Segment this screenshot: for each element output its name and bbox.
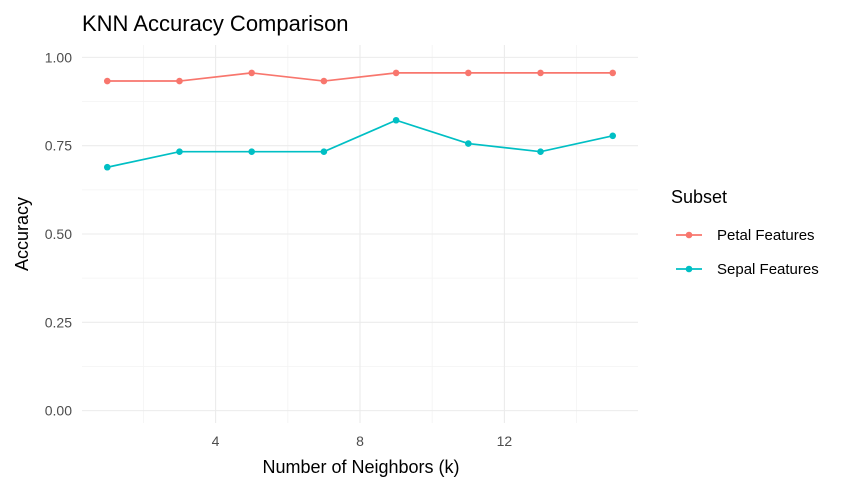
series-0 xyxy=(103,69,617,85)
legend-key-point xyxy=(685,231,693,239)
data-point xyxy=(103,163,111,171)
data-point xyxy=(320,148,328,155)
y-axis-title: Accuracy xyxy=(12,197,32,271)
y-tick-label: 0.25 xyxy=(45,314,72,330)
data-point xyxy=(392,69,400,77)
legend-item: Sepal Features xyxy=(676,261,819,278)
legend-item: Petal Features xyxy=(676,227,815,244)
y-tick-label: 0.50 xyxy=(45,226,72,242)
data-point xyxy=(465,69,472,77)
data-point xyxy=(537,69,544,77)
x-axis-ticks: 4 8 12 xyxy=(212,433,513,449)
data-point xyxy=(609,132,617,140)
x-tick-label: 4 xyxy=(212,433,220,449)
data-point xyxy=(176,77,183,85)
legend-items: Petal Features Sepal Features xyxy=(676,227,819,278)
data-point xyxy=(609,69,617,77)
x-tick-label: 8 xyxy=(356,433,364,449)
chart-title: KNN Accuracy Comparison xyxy=(82,11,349,36)
y-tick-label: 0.00 xyxy=(45,403,72,419)
legend-label: Petal Features xyxy=(717,227,815,244)
data-point xyxy=(537,148,544,155)
y-tick-label: 0.75 xyxy=(45,138,72,154)
data-point xyxy=(465,140,472,147)
x-tick-label: 12 xyxy=(497,433,513,449)
legend: Subset Petal Features Sepal Features xyxy=(671,187,819,278)
data-point xyxy=(248,148,255,155)
grid xyxy=(82,45,638,423)
data-point xyxy=(103,77,111,85)
data-point xyxy=(392,116,400,124)
y-axis-ticks: 0.00 0.25 0.50 0.75 1.00 xyxy=(45,49,72,418)
legend-key-point xyxy=(685,265,693,273)
x-axis-title: Number of Neighbors (k) xyxy=(262,457,459,477)
data-point xyxy=(248,69,255,77)
data-point xyxy=(176,148,183,155)
data-point xyxy=(320,77,328,85)
legend-label: Sepal Features xyxy=(717,261,819,278)
series-1 xyxy=(103,116,617,171)
y-tick-label: 1.00 xyxy=(45,49,72,65)
series-line xyxy=(107,119,613,169)
series-line xyxy=(107,72,613,82)
series-layer xyxy=(103,69,617,171)
legend-title: Subset xyxy=(671,187,727,207)
